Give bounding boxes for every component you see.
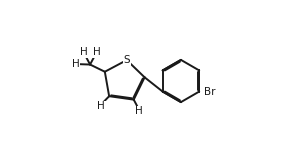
Text: H: H <box>80 47 87 57</box>
Text: S: S <box>123 55 130 65</box>
Text: H: H <box>135 106 143 116</box>
Text: H: H <box>72 59 80 69</box>
Text: H: H <box>93 47 100 57</box>
Text: Br: Br <box>204 87 215 97</box>
Text: H: H <box>98 101 105 111</box>
